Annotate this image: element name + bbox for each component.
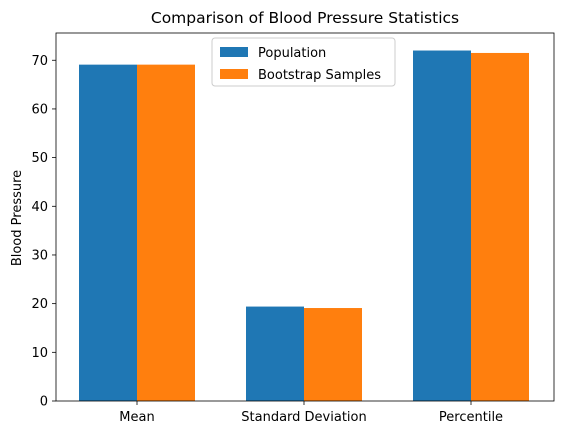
legend-swatch-0	[220, 47, 248, 57]
plot-frame	[55, 32, 555, 402]
bar-population-1	[246, 306, 304, 401]
bar-population-2	[413, 50, 471, 402]
x-tick-label-1: Standard Deviation	[241, 410, 366, 425]
bar-population-0	[79, 64, 137, 402]
x-ticks: Mean Standard Deviation Percentile	[119, 401, 503, 425]
chart-title: Comparison of Blood Pressure Statistics	[151, 9, 459, 27]
y-tick-label-1: 10	[31, 346, 48, 361]
legend: Population Bootstrap Samples	[211, 37, 396, 87]
bar-bootstrap-0	[137, 64, 195, 402]
legend-label-1: Bootstrap Samples	[258, 68, 381, 83]
bar-bootstrap-2	[471, 52, 529, 401]
y-tick-label-5: 50	[31, 151, 48, 166]
y-ticks: 0 10 20 30 40 50 60 70	[31, 54, 56, 410]
legend-box	[211, 37, 396, 87]
x-tick-label-2: Percentile	[439, 410, 503, 425]
y-tick-label-3: 30	[31, 248, 48, 263]
bar-bootstrap-1	[304, 308, 362, 401]
legend-swatch-1	[220, 69, 248, 79]
bars-group	[79, 50, 529, 402]
y-tick-label-4: 40	[31, 200, 48, 215]
y-tick-label-0: 0	[40, 395, 48, 410]
y-tick-label-7: 70	[31, 54, 48, 69]
x-tick-label-0: Mean	[119, 410, 154, 425]
y-tick-label-6: 60	[31, 102, 48, 117]
legend-label-0: Population	[258, 46, 326, 61]
y-tick-label-2: 20	[31, 297, 48, 312]
y-axis-label: Blood Pressure	[10, 170, 25, 266]
